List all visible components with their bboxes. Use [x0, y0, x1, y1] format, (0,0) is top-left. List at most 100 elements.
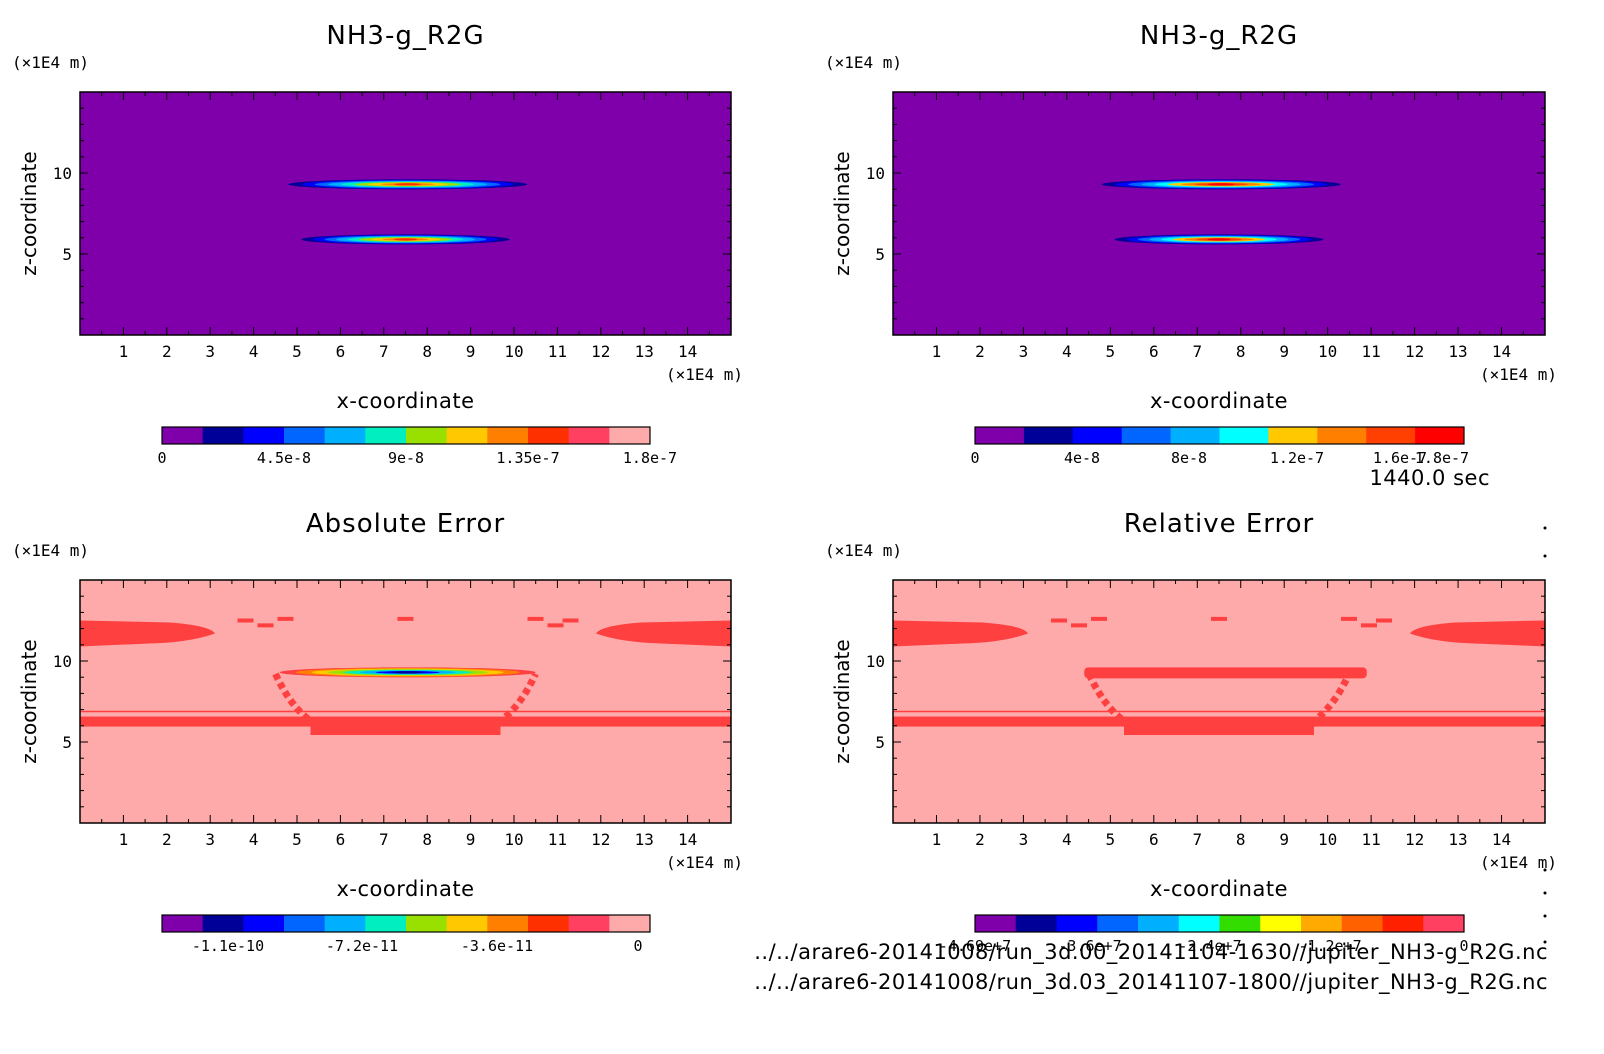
time-label: 1440.0 sec	[1369, 466, 1490, 490]
y-unit-label: (×1E4 m)	[12, 53, 89, 72]
absolute-error-lens-level-7	[391, 671, 424, 674]
error-band-lower	[80, 716, 731, 727]
colorbar-tick-label: 0	[157, 449, 166, 467]
x-tick-label: 14	[678, 342, 697, 361]
colorbar-tick-label: 8e-8	[1171, 449, 1207, 467]
colorbar-segment	[324, 427, 366, 444]
plot-background	[80, 580, 731, 823]
error-fleck-1	[1091, 616, 1107, 621]
x-tick-label: 13	[1448, 342, 1467, 361]
margin-dot	[1543, 891, 1547, 895]
colorbar-segment	[162, 427, 204, 444]
x-tick-label: 1	[932, 342, 942, 361]
colorbar-segment	[1317, 427, 1367, 444]
x-unit-label: (×1E4 m)	[666, 853, 743, 872]
colorbar-segment	[1015, 915, 1057, 932]
colorbar-tick-label: 0	[970, 449, 979, 467]
panel-title: Absolute Error	[306, 509, 505, 539]
x-axis-title: x-coordinate	[336, 389, 474, 413]
x-tick-label: 4	[1062, 342, 1072, 361]
y-tick-label: 5	[875, 245, 885, 264]
error-band-lower	[893, 716, 1545, 727]
x-tick-label: 8	[422, 830, 432, 849]
colorbar-segment	[284, 915, 326, 932]
colorbar-tick-label: 4e-8	[1064, 449, 1100, 467]
colorbar-segment	[1178, 915, 1220, 932]
y-unit-label: (×1E4 m)	[825, 541, 902, 560]
colorbar-segment	[528, 915, 570, 932]
colorbar-frame	[161, 426, 651, 445]
error-wedge-left	[893, 620, 1028, 647]
margin-dot	[1543, 526, 1547, 530]
x-tick-label: 5	[292, 342, 302, 361]
panel-title: Relative Error	[1124, 509, 1315, 539]
colorbar-segment	[1260, 915, 1302, 932]
x-tick-label: 6	[1149, 830, 1159, 849]
colorbar-segment	[1121, 427, 1172, 444]
x-tick-label: 9	[1279, 830, 1289, 849]
relative-error-bar	[1084, 667, 1367, 679]
colorbar-segment	[1023, 427, 1074, 444]
error-basin	[272, 672, 539, 733]
x-tick-label: 8	[1236, 342, 1246, 361]
x-tick-label: 5	[1106, 342, 1116, 361]
source-file-line-2: ../../arare6-20141008/run_3d.03_20141107…	[754, 970, 1548, 994]
x-tick-label: 4	[249, 342, 259, 361]
colorbar-segment	[1301, 915, 1343, 932]
x-axis-title: x-coordinate	[336, 877, 474, 901]
x-tick-label: 5	[292, 830, 302, 849]
colorbar-segment	[609, 427, 651, 444]
x-tick-label: 12	[1405, 342, 1424, 361]
colorbar-frame	[974, 914, 1465, 933]
error-basin-floor	[310, 726, 501, 736]
y-tick-label: 10	[866, 164, 885, 183]
plot-area	[80, 92, 731, 335]
plot-background	[893, 580, 1545, 823]
error-wedge-left	[80, 620, 215, 647]
colorbar-tick-label: 1.35e-7	[496, 449, 559, 467]
colorbar-segment	[487, 427, 529, 444]
x-tick-label: 1	[932, 830, 942, 849]
margin-dot	[1543, 914, 1547, 918]
x-tick-label: 10	[1318, 342, 1337, 361]
colorbar-segment	[406, 427, 448, 444]
colorbar-segment	[528, 427, 570, 444]
x-tick-label: 3	[205, 342, 215, 361]
x-tick-label: 6	[336, 830, 346, 849]
colorbar-segment	[1382, 915, 1424, 932]
plot-background	[80, 92, 731, 335]
x-tick-label: 3	[1019, 830, 1029, 849]
error-basin	[1085, 672, 1353, 733]
y-axis-title: z-coordinate	[830, 151, 854, 275]
colorbar-tick-label: -4.69e+7	[939, 937, 1011, 955]
x-tick-label: 8	[422, 342, 432, 361]
colorbar-segment	[1219, 427, 1269, 444]
x-tick-label: 13	[635, 830, 654, 849]
colorbar-segment	[1056, 915, 1098, 932]
colorbar-segment	[1072, 427, 1123, 444]
colorbar-segment	[1219, 915, 1261, 932]
x-unit-label: (×1E4 m)	[666, 365, 743, 384]
colorbar-segment	[1138, 915, 1180, 932]
x-axis-title: x-coordinate	[1150, 877, 1288, 901]
x-tick-label: 12	[591, 342, 610, 361]
x-unit-label: (×1E4 m)	[1480, 853, 1557, 872]
colorbar-segment	[243, 427, 285, 444]
x-tick-label: 4	[249, 830, 259, 849]
colorbar-tick-label: 0	[633, 937, 642, 955]
plot-area	[893, 580, 1545, 823]
colorbar-tick-label: 1.6e-7	[1373, 449, 1427, 467]
error-fleck-5	[257, 623, 274, 628]
y-axis-title: z-coordinate	[17, 639, 41, 763]
colorbar-segment	[975, 915, 1017, 932]
y-tick-label: 10	[866, 652, 885, 671]
colorbar-segment	[568, 427, 610, 444]
colorbar-tick-label: 4.5e-8	[257, 449, 311, 467]
colorbar-segment	[1423, 915, 1465, 932]
colorbar-tick-label: 1.8e-7	[1415, 449, 1469, 467]
colorbar-tick-label: -2.4e+7	[1178, 937, 1241, 955]
